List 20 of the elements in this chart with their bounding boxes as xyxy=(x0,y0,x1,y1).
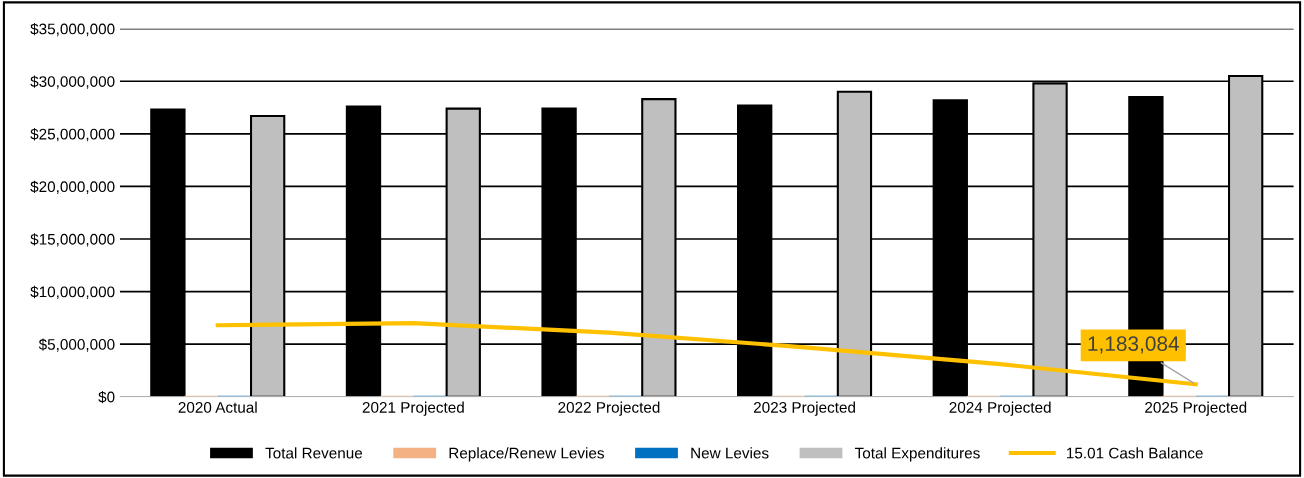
y-tick-label: $30,000,000 xyxy=(30,75,115,89)
x-tick-label: 2025 Projected xyxy=(1145,401,1247,416)
x-tick-label: 2023 Projected xyxy=(753,401,855,416)
data-label: 1,183,084 xyxy=(1088,336,1179,354)
legend-label: Replace/Renew Levies xyxy=(449,447,605,462)
legend-label: 15.01 Cash Balance xyxy=(1067,447,1203,459)
y-tick-label: $5,000,000 xyxy=(38,338,115,352)
y-tick-label: $0 xyxy=(98,390,115,404)
x-tick-label: 2024 Projected xyxy=(949,401,1051,416)
y-tick-label: $25,000,000 xyxy=(30,128,115,142)
legend-label: New Levies xyxy=(691,447,769,459)
x-tick-label: 2020 Actual xyxy=(178,401,257,413)
y-tick-label: $20,000,000 xyxy=(30,180,115,194)
legend-label: Total Expenditures xyxy=(854,447,980,462)
x-tick-label: 2021 Projected xyxy=(362,401,464,416)
y-tick-label: $35,000,000 xyxy=(30,22,115,37)
y-tick-label: $10,000,000 xyxy=(30,285,115,300)
legend-label: Total Revenue xyxy=(265,447,363,459)
y-tick-label: $15,000,000 xyxy=(30,233,115,247)
x-tick-label: 2022 Projected xyxy=(558,401,660,416)
